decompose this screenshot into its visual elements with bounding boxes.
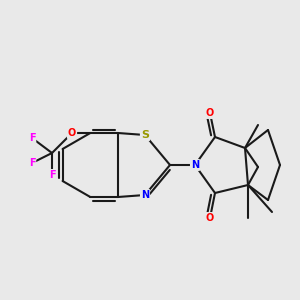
- Text: F: F: [49, 170, 55, 180]
- Text: N: N: [141, 190, 149, 200]
- Text: N: N: [191, 160, 199, 170]
- Text: F: F: [29, 133, 35, 143]
- Text: S: S: [141, 130, 149, 140]
- Text: O: O: [68, 128, 76, 138]
- Text: F: F: [29, 158, 35, 168]
- Text: O: O: [206, 108, 214, 118]
- Text: O: O: [206, 213, 214, 223]
